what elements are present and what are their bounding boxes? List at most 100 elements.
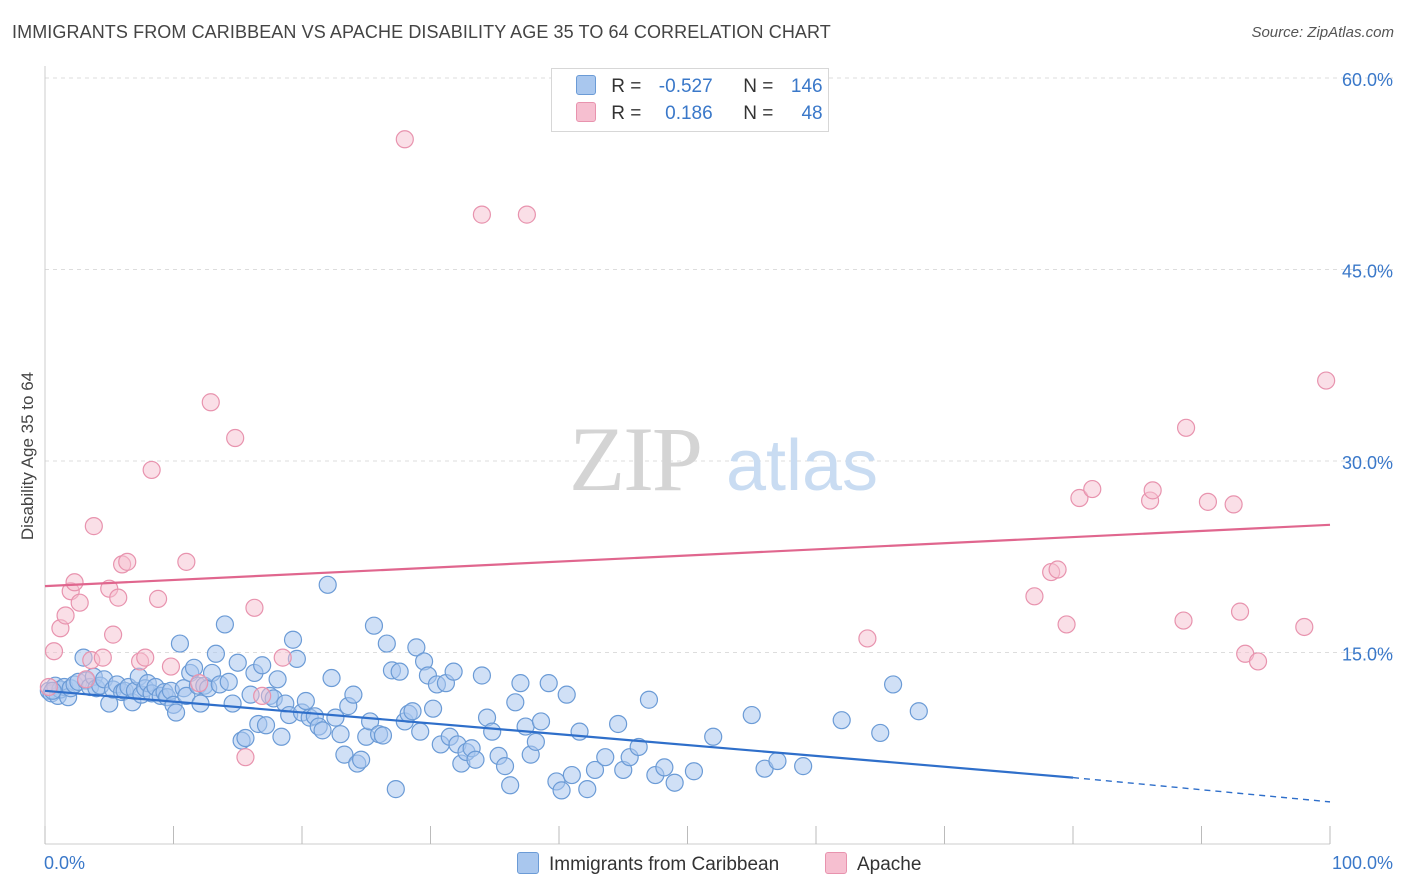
apache-point xyxy=(236,748,255,767)
caribbean-point xyxy=(472,666,491,685)
apache-point xyxy=(1317,371,1336,390)
n-value: 48 xyxy=(801,103,823,124)
caribbean-point xyxy=(768,751,787,771)
caribbean-point xyxy=(364,616,384,635)
apache-point xyxy=(472,205,491,224)
caribbean-point xyxy=(253,656,272,675)
caribbean-point xyxy=(742,705,761,725)
correlation-legend: R = -0.527 N = 146 R = 0.186 N = 48 xyxy=(551,68,829,132)
n-label: N = xyxy=(743,103,774,124)
caribbean-point xyxy=(423,699,443,718)
caribbean-point xyxy=(296,691,315,711)
caribbean-point xyxy=(403,702,422,721)
caribbean-trend-line xyxy=(44,689,1074,779)
caribbean-point xyxy=(526,732,545,751)
caribbean-point xyxy=(909,702,928,721)
axes xyxy=(44,66,1331,845)
apache-point xyxy=(65,573,84,592)
n-label: N = xyxy=(743,76,774,97)
apache-point xyxy=(1198,492,1218,511)
apache-point xyxy=(517,205,536,224)
caribbean-point xyxy=(511,674,530,693)
apache-point xyxy=(77,670,96,689)
apache-point xyxy=(56,606,75,625)
chart-title: IMMIGRANTS FROM CARIBBEAN VS APACHE DISA… xyxy=(12,22,831,42)
caribbean-point xyxy=(377,634,396,653)
caribbean-point xyxy=(531,712,551,731)
caribbean-point xyxy=(506,693,525,712)
apache-point xyxy=(1174,611,1193,630)
apache-point xyxy=(1070,488,1089,508)
caribbean-point xyxy=(883,675,903,694)
apache-point xyxy=(253,686,272,706)
apache-legend-label: Apache xyxy=(857,854,922,875)
caribbean-point xyxy=(629,737,648,757)
legend-item-apache[interactable]: Apache xyxy=(825,852,921,876)
caribbean-point xyxy=(570,722,589,741)
apache-point xyxy=(93,648,112,667)
apache-legend-swatch xyxy=(825,852,847,874)
caribbean-point xyxy=(170,634,190,653)
caribbean-point xyxy=(344,685,363,704)
apache-point xyxy=(44,642,64,661)
caribbean-point xyxy=(326,708,345,727)
apache-point xyxy=(1230,602,1250,621)
caribbean-point xyxy=(236,728,255,748)
legend-row-caribbean: R = -0.527 N = 146 xyxy=(576,75,823,99)
caribbean-point xyxy=(495,757,515,776)
gridlines xyxy=(45,77,1395,653)
caribbean-point xyxy=(228,653,247,672)
caribbean-point xyxy=(557,685,576,704)
apache-swatch xyxy=(576,102,596,122)
apache-point xyxy=(177,552,196,571)
caribbean-point xyxy=(552,781,571,800)
apache-point xyxy=(104,625,123,644)
n-value: 146 xyxy=(790,76,823,97)
caribbean-point xyxy=(166,703,186,722)
apache-point xyxy=(161,657,181,676)
caribbean-point xyxy=(596,748,615,767)
apache-point xyxy=(39,677,58,697)
y-tick-label: 30.0% xyxy=(1342,453,1393,473)
x-tick-label: 0.0% xyxy=(44,853,85,873)
caribbean-point xyxy=(539,674,558,693)
caribbean-point xyxy=(704,727,723,746)
apache-point xyxy=(136,648,155,667)
apache-point xyxy=(1295,617,1314,637)
apache-point xyxy=(201,393,220,412)
caribbean-point xyxy=(313,721,332,740)
caribbean-point xyxy=(609,714,628,734)
caribbean-point xyxy=(352,750,371,769)
caribbean-legend-swatch xyxy=(517,852,539,874)
caribbean-point xyxy=(407,638,426,657)
apache-point xyxy=(1083,479,1102,499)
caribbean-point xyxy=(318,575,337,594)
caribbean-point xyxy=(390,662,409,681)
caribbean-legend-label: Immigrants from Caribbean xyxy=(549,854,780,875)
apache-point xyxy=(273,648,292,667)
caribbean-point xyxy=(177,686,196,706)
legend-item-caribbean[interactable]: Immigrants from Caribbean xyxy=(517,852,779,876)
y-tick-label: 45.0% xyxy=(1342,262,1393,282)
apache-point xyxy=(1143,481,1162,500)
apache-point xyxy=(1057,615,1076,634)
apache-point xyxy=(190,674,209,693)
caribbean-point xyxy=(268,670,287,689)
caribbean-point xyxy=(223,694,242,713)
r-label: R = xyxy=(611,76,642,97)
apache-points xyxy=(39,130,1336,767)
caribbean-trend-extension xyxy=(1072,776,1331,803)
caribbean-point xyxy=(256,716,276,735)
apache-trend-line xyxy=(44,523,1331,588)
caribbean-point xyxy=(283,630,303,649)
caribbean-point xyxy=(639,690,659,709)
apache-point xyxy=(70,593,89,612)
caribbean-point xyxy=(444,662,463,681)
caribbean-point xyxy=(562,765,581,785)
source-label: Source: ZipAtlas.com xyxy=(1251,24,1394,41)
apache-point xyxy=(84,517,103,536)
y-tick-label: 60.0% xyxy=(1342,70,1393,90)
apache-point xyxy=(142,460,161,480)
caribbean-point xyxy=(386,780,405,799)
